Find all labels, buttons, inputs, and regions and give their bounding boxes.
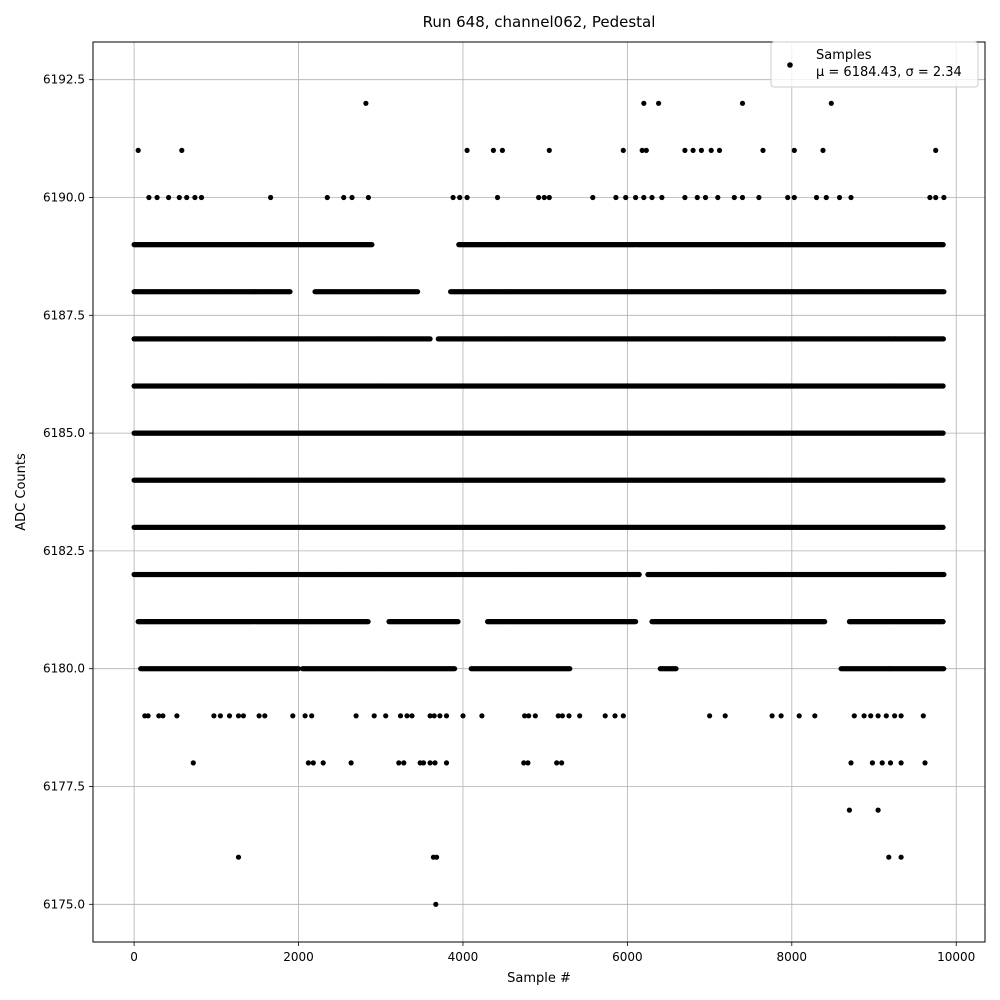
data-point bbox=[940, 336, 947, 342]
data-point bbox=[940, 524, 946, 530]
data-point bbox=[940, 477, 946, 483]
chart-title: Run 648, channel062, Pedestal bbox=[423, 13, 656, 31]
data-point bbox=[636, 571, 642, 578]
data-points bbox=[131, 100, 947, 907]
data-point bbox=[940, 430, 946, 436]
data-point bbox=[941, 571, 947, 578]
data-point bbox=[427, 336, 433, 342]
data-point bbox=[940, 383, 946, 389]
